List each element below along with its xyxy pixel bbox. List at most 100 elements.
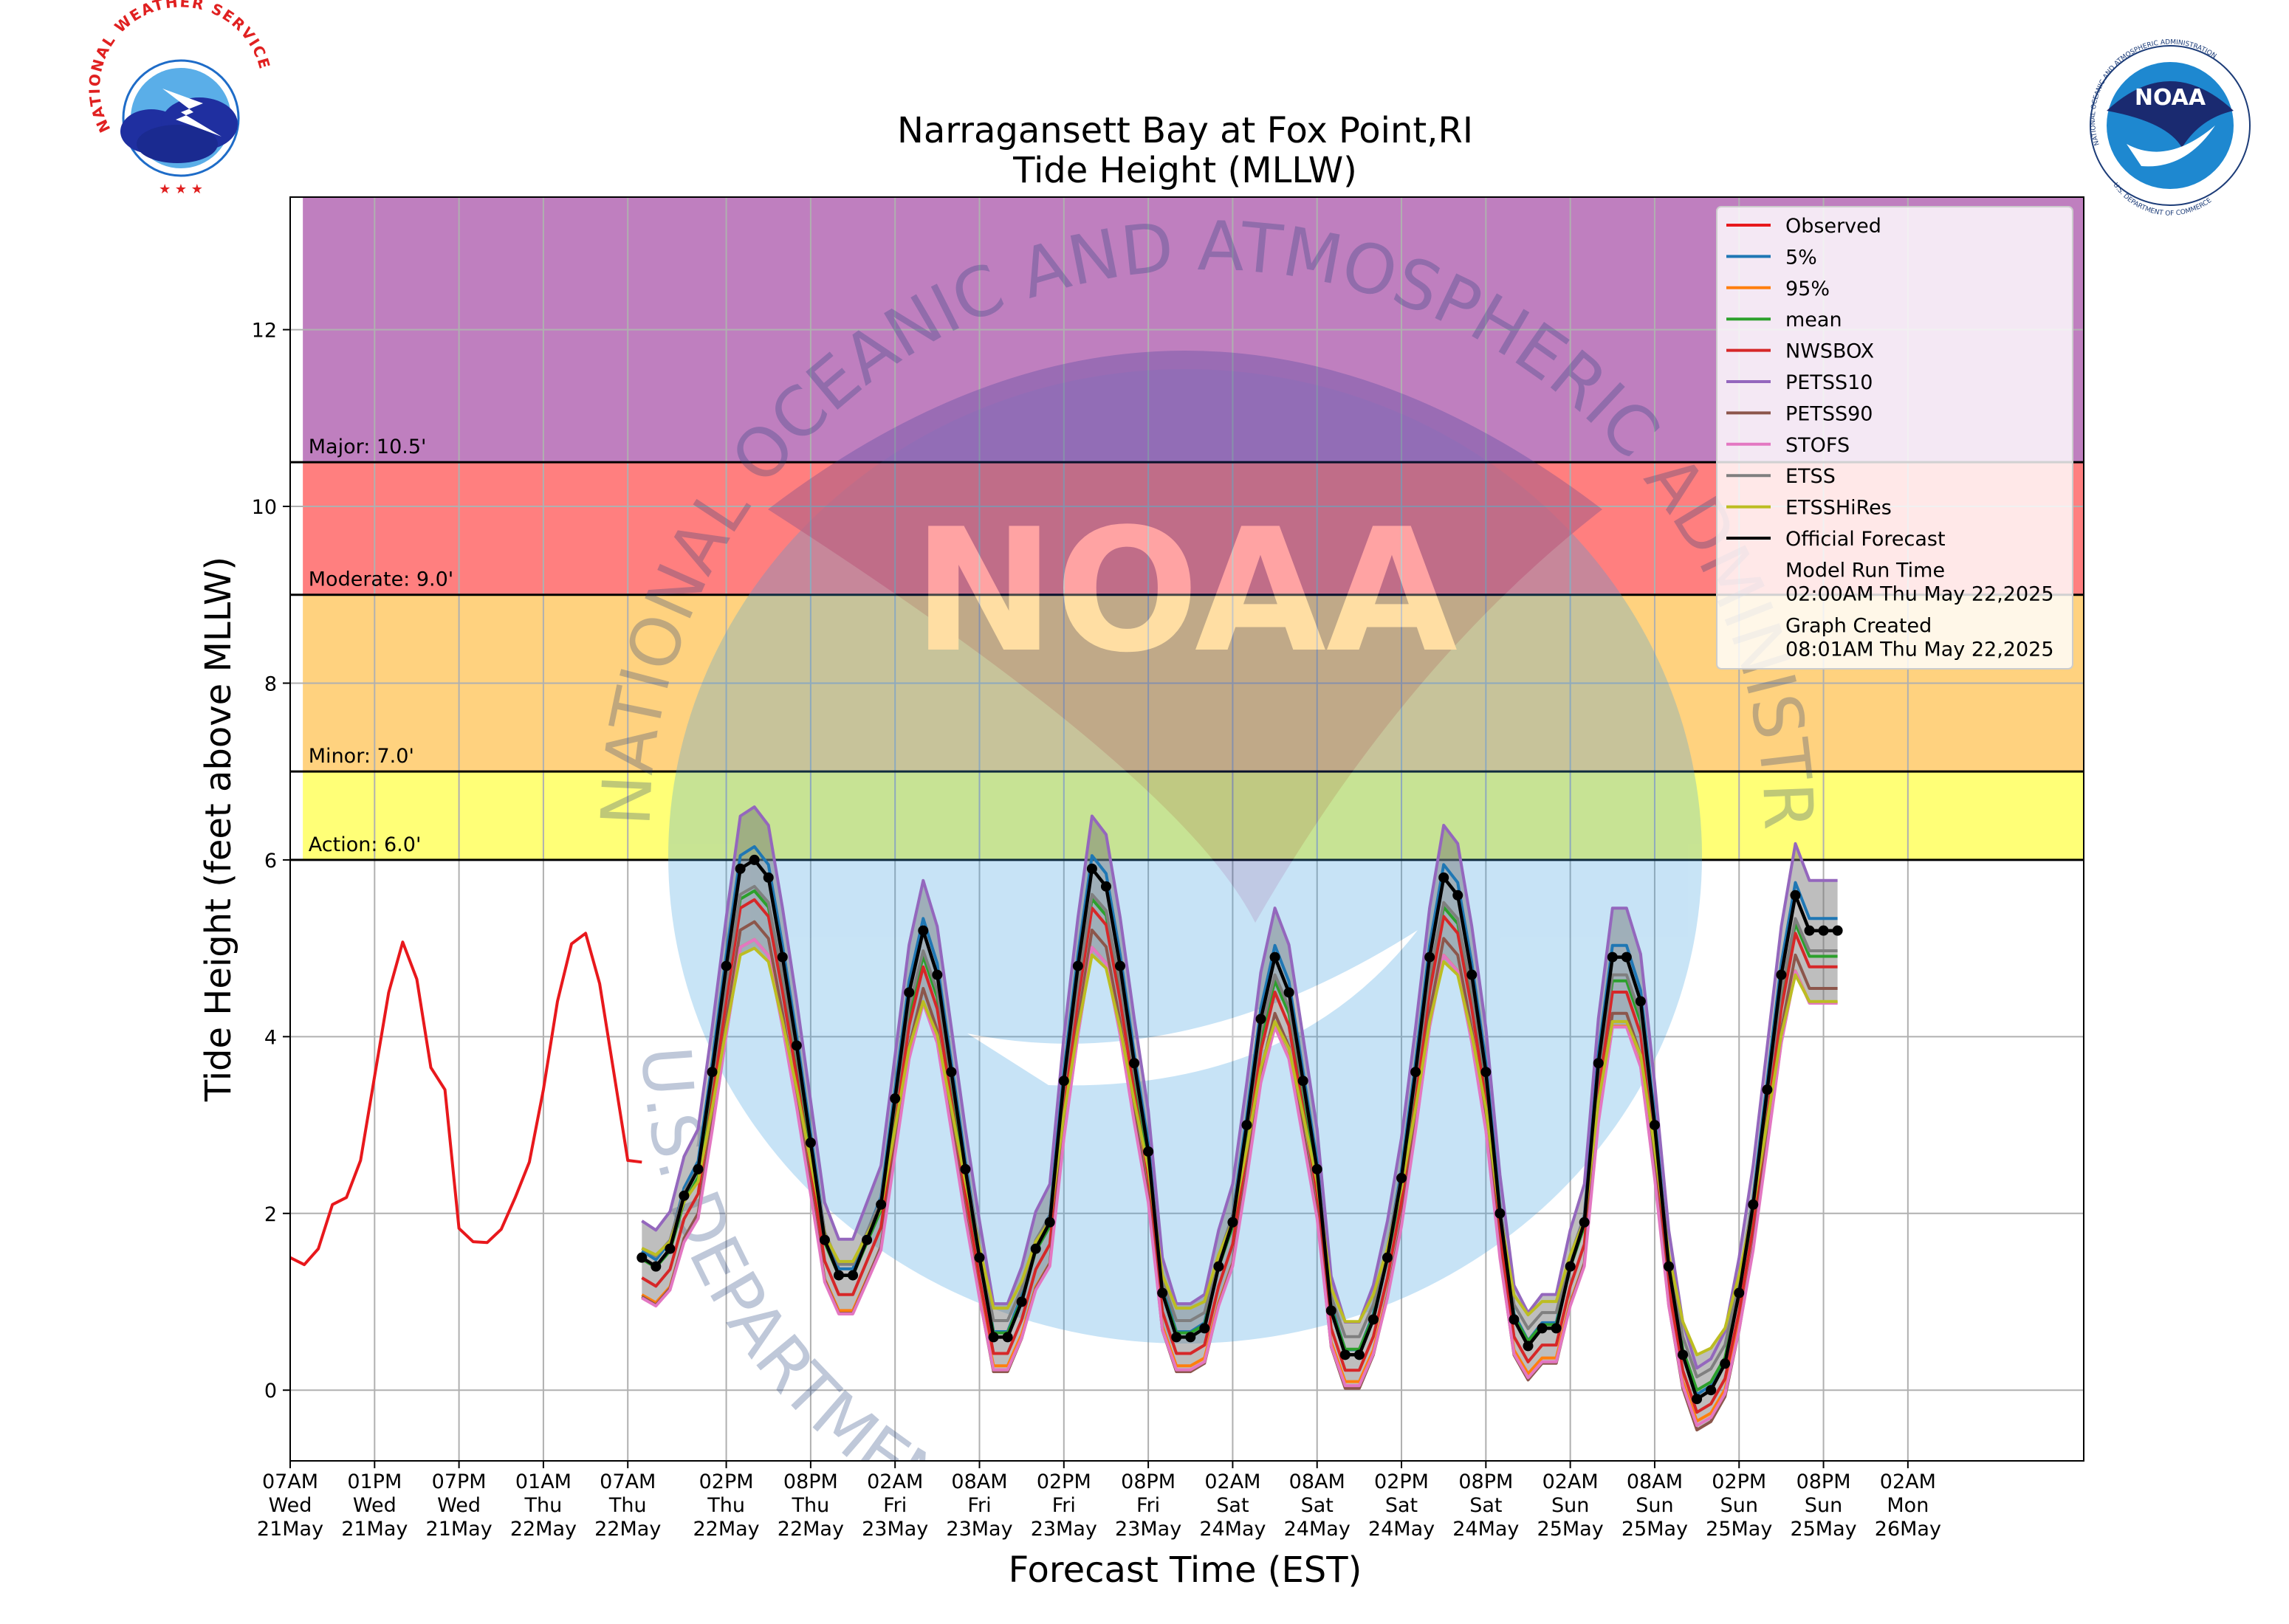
official-forecast-point-10 bbox=[777, 952, 788, 963]
series-nwsbox bbox=[641, 898, 1838, 1414]
official-forecast-point-17 bbox=[876, 1199, 887, 1210]
official-forecast-point-19 bbox=[904, 987, 915, 998]
official-forecast-point-48 bbox=[1311, 1163, 1322, 1174]
official-forecast-point-14 bbox=[833, 1270, 844, 1281]
official-forecast-point-78 bbox=[1734, 1287, 1745, 1298]
x-axis-ticks: 07AM Wed 21May 01PM Wed 21May 07PM Wed 21May 01AM… bbox=[257, 1461, 1941, 1541]
x-tick-label-15: 02AM Sun 25May bbox=[1537, 1470, 1604, 1541]
official-forecast-point-13 bbox=[819, 1234, 830, 1245]
y-tick-label-2: 4 bbox=[264, 1026, 277, 1049]
official-forecast-point-20 bbox=[918, 925, 929, 936]
series-observed bbox=[290, 932, 642, 1267]
legend-box bbox=[1716, 206, 2073, 670]
official-forecast-point-26 bbox=[1002, 1332, 1013, 1343]
official-forecast-point-7 bbox=[735, 863, 746, 874]
official-forecast-point-66 bbox=[1565, 1261, 1576, 1272]
legend-label-12: Graph Created bbox=[1785, 614, 1932, 637]
legend-label-2: 95% bbox=[1785, 278, 1830, 300]
official-forecast-point-12 bbox=[805, 1138, 816, 1149]
threshold-label-moderate: Moderate: 9.0' bbox=[309, 568, 453, 591]
legend-label-7: STOFS bbox=[1785, 434, 1850, 457]
official-forecast-point-73 bbox=[1663, 1261, 1674, 1272]
legend-label-5: PETSS10 bbox=[1785, 371, 1873, 394]
series-lines bbox=[290, 805, 1838, 1432]
official-forecast-point-3 bbox=[679, 1190, 690, 1201]
x-tick-label-10: 08PM Fri 23May bbox=[1115, 1470, 1181, 1541]
official-forecast-point-67 bbox=[1579, 1217, 1590, 1228]
official-forecast-point-42 bbox=[1227, 1217, 1238, 1228]
official-forecast-point-47 bbox=[1297, 1076, 1308, 1087]
official-forecast-point-82 bbox=[1790, 890, 1801, 901]
y-tick-label-4: 8 bbox=[264, 672, 277, 695]
nws-logo: NATIONAL WEATHER SERVICE ★ ★ ★ bbox=[86, 0, 272, 197]
legend-label-11: Model Run Time bbox=[1785, 559, 1945, 582]
legend-label-4: NWSBOX bbox=[1785, 340, 1874, 363]
x-tick-label-11: 02AM Sat 24May bbox=[1199, 1470, 1266, 1541]
legend-label-8: ETSS bbox=[1785, 465, 1836, 488]
plot-area: NOAA NATIONAL OCEANIC AND ATMOSPHERIC AD… bbox=[290, 197, 2084, 1461]
official-forecast-point-65 bbox=[1551, 1323, 1562, 1334]
y-tick-label-3: 6 bbox=[264, 850, 277, 873]
official-forecast-point-36 bbox=[1143, 1146, 1154, 1157]
official-forecast-point-24 bbox=[974, 1252, 985, 1263]
official-forecast-point-9 bbox=[763, 872, 774, 883]
official-forecast-point-21 bbox=[932, 969, 943, 980]
x-tick-label-7: 02AM Fri 23May bbox=[862, 1470, 928, 1541]
x-tick-label-5: 02PM Thu 22May bbox=[693, 1470, 759, 1541]
x-tick-label-16: 08AM Sun 25May bbox=[1621, 1470, 1688, 1541]
x-tick-label-12: 08AM Sat 24May bbox=[1284, 1470, 1351, 1541]
legend-label-3: mean bbox=[1785, 309, 1842, 331]
threshold-label-major: Major: 10.5' bbox=[309, 436, 427, 458]
legend-label-0: Observed bbox=[1785, 215, 1881, 238]
official-forecast-point-52 bbox=[1367, 1314, 1379, 1325]
official-forecast-point-72 bbox=[1649, 1120, 1660, 1131]
official-forecast-point-80 bbox=[1762, 1084, 1773, 1095]
legend-label-1: 5% bbox=[1785, 246, 1817, 269]
official-forecast-point-53 bbox=[1382, 1252, 1393, 1263]
official-forecast-point-56 bbox=[1424, 952, 1435, 963]
x-tick-label-2: 07PM Wed 21May bbox=[426, 1470, 493, 1541]
official-forecast-point-2 bbox=[665, 1243, 676, 1254]
x-tick-label-19: 02AM Mon 26May bbox=[1875, 1470, 1941, 1541]
official-forecast-point-32 bbox=[1086, 863, 1097, 874]
official-forecast-point-8 bbox=[749, 854, 760, 865]
official-forecast-point-38 bbox=[1171, 1332, 1182, 1343]
official-forecast-point-55 bbox=[1410, 1067, 1421, 1078]
official-forecast-point-40 bbox=[1199, 1323, 1210, 1334]
threshold-labels: Action: 6.0' Minor: 7.0' Moderate: 9.0' Maj… bbox=[309, 436, 453, 856]
noaa-logo-badge: NOAA bbox=[2135, 85, 2206, 111]
official-forecast-point-69 bbox=[1607, 952, 1618, 963]
official-forecast-point-5 bbox=[707, 1067, 718, 1078]
plot-frame bbox=[289, 196, 2084, 1462]
official-forecast-point-25 bbox=[988, 1332, 999, 1343]
official-forecast-point-1 bbox=[651, 1261, 662, 1272]
official-forecast-point-41 bbox=[1213, 1261, 1224, 1272]
y-tick-label-6: 12 bbox=[252, 320, 277, 343]
official-forecast-point-70 bbox=[1621, 952, 1632, 963]
official-forecast-point-51 bbox=[1353, 1349, 1365, 1360]
x-tick-label-1: 01PM Wed 21May bbox=[341, 1470, 408, 1541]
official-forecast-point-75 bbox=[1692, 1394, 1703, 1405]
official-forecast-markers bbox=[636, 854, 1843, 1405]
official-forecast-point-54 bbox=[1396, 1172, 1407, 1183]
chart-title: Narragansett Bay at Fox Point,RI bbox=[897, 110, 1473, 151]
official-forecast-point-28 bbox=[1030, 1243, 1041, 1254]
official-forecast-point-61 bbox=[1494, 1208, 1506, 1219]
legend: Observed 5% 95% mean NWSBOX PETSS10 PETSS90 STO… bbox=[1716, 206, 2073, 670]
official-forecast-point-6 bbox=[721, 960, 732, 971]
svg-text:★ ★ ★: ★ ★ ★ bbox=[159, 182, 203, 197]
official-forecast-point-50 bbox=[1339, 1349, 1351, 1360]
x-tick-label-13: 02PM Sat 24May bbox=[1368, 1470, 1435, 1541]
x-tick-label-8: 08AM Fri 23May bbox=[946, 1470, 1012, 1541]
legend-label-9: ETSSHiRes bbox=[1785, 497, 1892, 520]
y-axis-ticks: 0 2 4 6 8 10 12 bbox=[252, 320, 290, 1403]
official-forecast-point-64 bbox=[1537, 1323, 1548, 1334]
official-forecast-point-49 bbox=[1325, 1305, 1336, 1316]
official-forecast-point-60 bbox=[1480, 1067, 1492, 1078]
legend-sublabel-12: 08:01AM Thu May 22,2025 bbox=[1785, 638, 2054, 661]
official-forecast-point-46 bbox=[1283, 987, 1294, 998]
official-forecast-point-22 bbox=[946, 1067, 957, 1078]
official-forecast-point-81 bbox=[1776, 969, 1787, 980]
x-tick-label-3: 01AM Thu 22May bbox=[510, 1470, 577, 1541]
